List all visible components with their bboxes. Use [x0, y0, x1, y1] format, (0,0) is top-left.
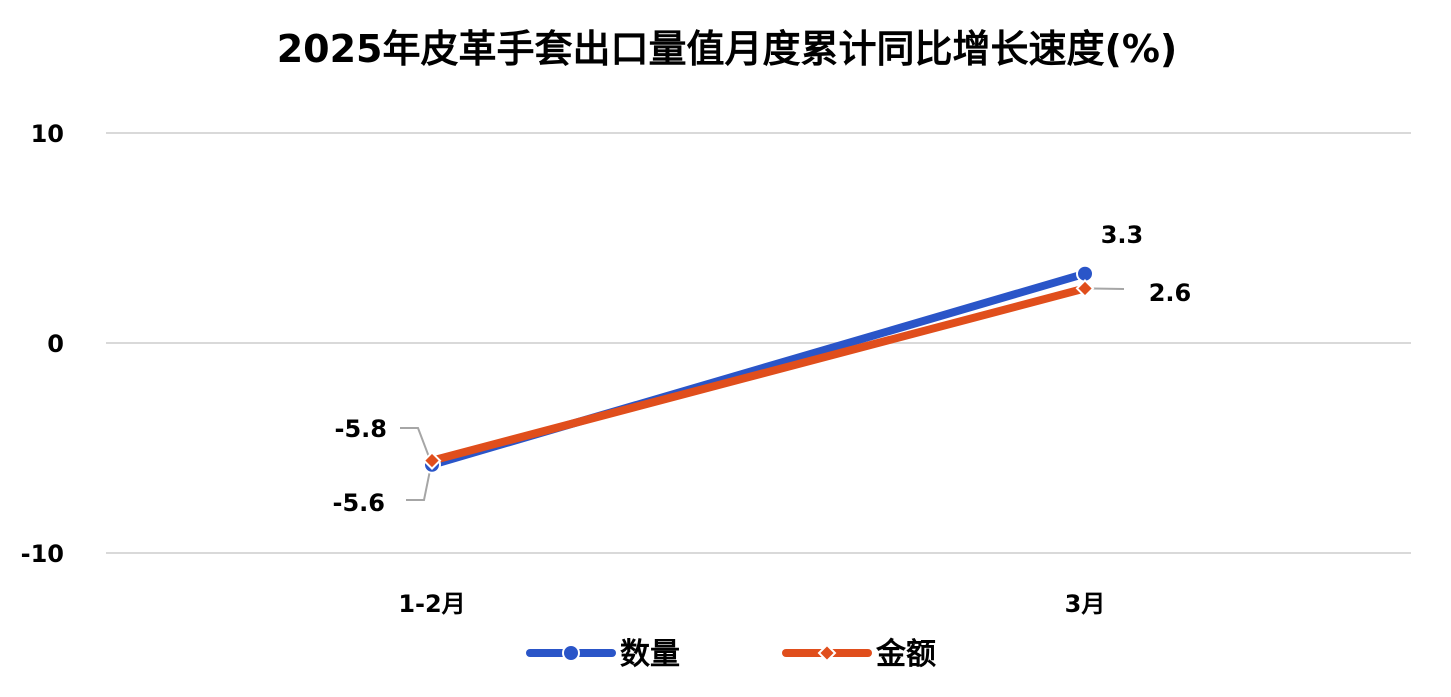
data-label: 3.3: [1101, 221, 1144, 249]
data-label-leader-lines: [400, 287, 1125, 501]
data-label: 2.6: [1149, 279, 1192, 307]
legend-item-amount: 金额: [782, 637, 936, 672]
y-tick-label: 0: [47, 330, 64, 358]
y-axis-tick-labels: 10 0 -10: [21, 120, 64, 568]
legend-item-quantity: 数量: [526, 637, 680, 672]
y-tick-label: -10: [21, 540, 64, 568]
gridlines: [106, 132, 1411, 554]
data-point-amount: [422, 451, 442, 471]
x-tick-label: 1-2月: [398, 590, 465, 618]
chart-title: 2025年皮革手套出口量值月度累计同比增长速度(%): [277, 27, 1178, 71]
data-label: -5.8: [335, 415, 387, 443]
x-axis-tick-labels: 1-2月 3月: [398, 590, 1105, 618]
data-labels: -5.8 3.3 -5.6 2.6: [333, 221, 1192, 517]
y-tick-label: 10: [31, 120, 64, 148]
data-point-amount: [1075, 278, 1095, 298]
series-lines: [428, 269, 1089, 469]
x-tick-label: 3月: [1065, 590, 1106, 618]
legend-marker-circle: [562, 644, 580, 662]
legend-label: 数量: [620, 637, 680, 672]
legend-marker-diamond: [817, 643, 837, 663]
series-line-amount: [428, 284, 1089, 465]
legend-label: 金额: [875, 637, 936, 672]
series-markers: [422, 264, 1095, 474]
data-label: -5.6: [333, 489, 385, 517]
leader-line: [406, 460, 433, 501]
leader-line: [400, 427, 433, 466]
legend: 数量 金额: [526, 637, 936, 672]
